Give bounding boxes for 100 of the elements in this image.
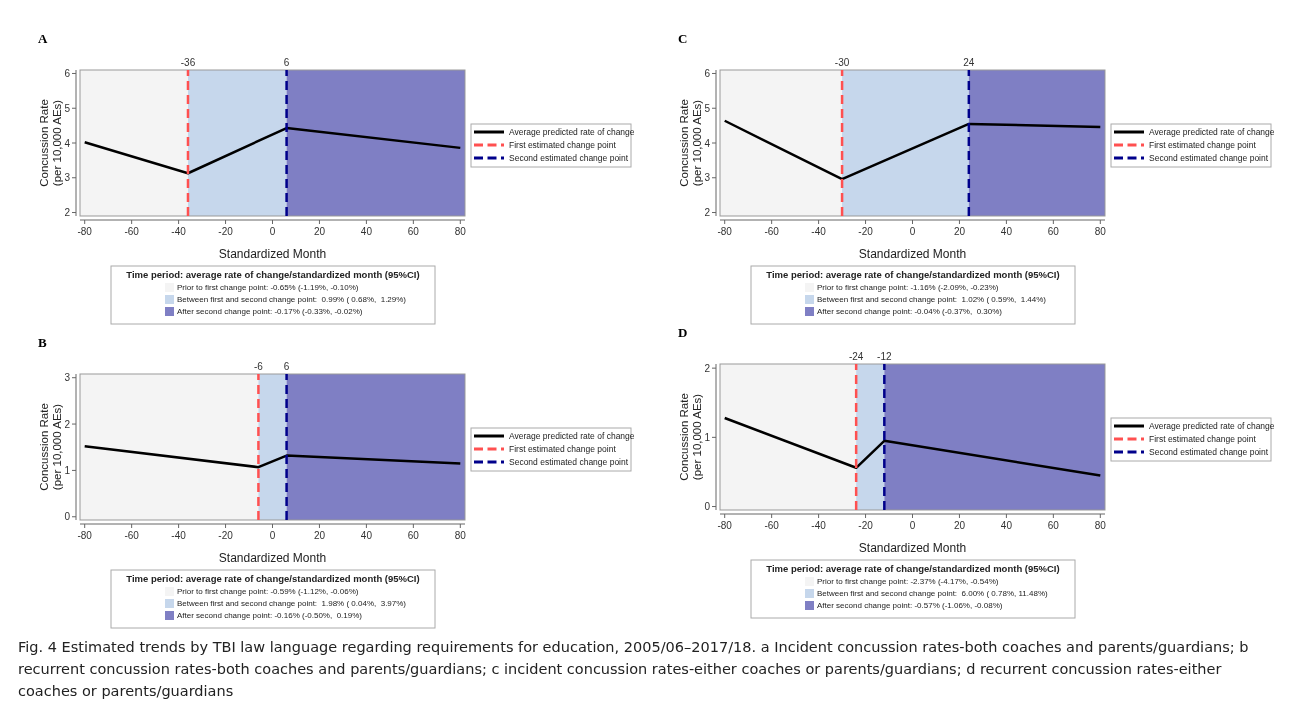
legend-label: Average predicted rate of change xyxy=(1149,420,1275,431)
legend-label: Average predicted rate of change xyxy=(509,430,635,441)
line-series xyxy=(83,445,462,469)
chart-title: B xyxy=(38,335,47,350)
legend-label: Second estimated change point xyxy=(1149,152,1269,163)
y-axis-title: Concussion Rate (per 10,000 AEs) xyxy=(677,393,703,481)
chart-title: A xyxy=(38,31,48,46)
y-tick-label: 1 xyxy=(64,464,71,476)
x-tick-label: -40 xyxy=(171,530,187,541)
x-tick-label: -60 xyxy=(124,530,140,541)
legend-label: Second estimated change point xyxy=(509,152,629,163)
x-tick-label: 20 xyxy=(953,226,966,237)
y-tick-label: 5 xyxy=(64,102,71,114)
legend-label: Second estimated change point xyxy=(1149,446,1269,457)
x-tick-label: -80 xyxy=(77,530,93,541)
y-tick-label: 3 xyxy=(64,172,71,184)
x-axis-title: Standardized Month xyxy=(858,541,967,555)
legend-label: Prior to first change point: -2.37% (-4.17%, -0.54%) xyxy=(817,577,999,587)
y-tick-label: 5 xyxy=(704,102,711,114)
legend-label: After second change point: -0.17% (-0.33%, -0.02%) xyxy=(177,307,363,317)
legend-label: Average predicted rate of change xyxy=(1149,126,1275,137)
legend-label: First estimated change point xyxy=(509,443,617,454)
y-tick-label: 6 xyxy=(64,67,71,79)
x-tick-label: 40 xyxy=(1000,226,1013,237)
line-series xyxy=(723,416,1102,477)
y-tick-label: 2 xyxy=(64,207,71,219)
x-tick-label: 40 xyxy=(1000,520,1013,531)
y-tick-label: 0 xyxy=(64,511,71,523)
legend-title: Time period: average rate of change/standardized month (95%CI) xyxy=(126,269,420,280)
y-tick-label: 1 xyxy=(704,431,711,443)
y-tick-label: 4 xyxy=(64,137,71,149)
line-series xyxy=(723,119,1102,181)
chart-title: D xyxy=(678,325,688,340)
legend-label: After second change point: -0.57% (-1.06%, -0.08%) xyxy=(817,601,1003,611)
x-tick-label: -20 xyxy=(218,530,234,541)
x2-tick-label: -12 xyxy=(877,351,892,362)
x-tick-label: 40 xyxy=(360,530,373,541)
x-tick-label: 20 xyxy=(953,520,966,531)
legend-label: First estimated change point xyxy=(1149,139,1257,150)
x-tick-label: -60 xyxy=(764,520,780,531)
x2-tick-label: 6 xyxy=(283,57,290,68)
legend-title: Time period: average rate of change/standardized month (95%CI) xyxy=(766,269,1060,280)
x2-tick-label: -30 xyxy=(834,57,850,68)
x-tick-label: -80 xyxy=(717,226,733,237)
x-tick-label: 80 xyxy=(1094,520,1107,531)
legend-label: First estimated change point xyxy=(509,139,617,150)
y-tick-label: 2 xyxy=(64,418,71,430)
legend-label: First estimated change point xyxy=(1149,433,1257,444)
legend-title: Time period: average rate of change/standardized month (95%CI) xyxy=(126,573,420,584)
x-tick-label: 0 xyxy=(269,530,276,541)
x-tick-label: -80 xyxy=(77,226,93,237)
line-series xyxy=(83,126,462,175)
x-tick-label: -40 xyxy=(811,520,827,531)
x-tick-label: 0 xyxy=(909,520,916,531)
legend-label: After second change point: -0.04% (-0.37%, 0.30%) xyxy=(817,307,1003,317)
legend-label: Prior to first change point: -0.59% (-1.12%, -0.06%) xyxy=(177,587,359,597)
legend-label: After second change point: -0.16% (-0.50%, 0.19%) xyxy=(177,611,363,621)
x2-tick-label: 6 xyxy=(283,361,290,372)
x-tick-label: 80 xyxy=(454,226,467,237)
chart-title: C xyxy=(678,31,688,46)
x-tick-label: 20 xyxy=(313,226,326,237)
x-tick-label: 40 xyxy=(360,226,373,237)
legend-label: Prior to first change point: -0.65% (-1.19%, -0.10%) xyxy=(177,283,359,293)
y-tick-label: 6 xyxy=(704,67,711,79)
y-tick-label: 3 xyxy=(704,172,711,184)
legend-label: Between first and second change point: 6.00% ( 0.78%, 11.48%) xyxy=(817,589,1048,599)
x2-tick-label: -24 xyxy=(848,351,864,362)
y-tick-label: 3 xyxy=(64,372,71,384)
x-tick-label: -60 xyxy=(124,226,140,237)
x-tick-label: 0 xyxy=(909,226,916,237)
legend-label: Between first and second change point: 1.02% ( 0.59%, 1.44%) xyxy=(817,295,1047,305)
x-tick-label: -80 xyxy=(717,520,733,531)
y-tick-label: 4 xyxy=(704,137,711,149)
y-tick-label: 2 xyxy=(704,362,711,374)
x-tick-label: -60 xyxy=(764,226,780,237)
legend-label: Average predicted rate of change xyxy=(509,126,635,137)
x-tick-label: -20 xyxy=(858,226,874,237)
y-tick-label: 0 xyxy=(704,501,711,513)
x-tick-label: 20 xyxy=(313,530,326,541)
x2-tick-label: 24 xyxy=(963,57,975,68)
x-tick-label: 80 xyxy=(1094,226,1107,237)
x-tick-label: -40 xyxy=(811,226,827,237)
x-tick-label: 0 xyxy=(269,226,276,237)
x-tick-label: 80 xyxy=(454,530,467,541)
y-axis-title: Concussion Rate (per 10,000 AEs) xyxy=(37,403,63,491)
legend-title: Time period: average rate of change/standardized month (95%CI) xyxy=(766,563,1060,574)
x-tick-label: 60 xyxy=(407,226,420,237)
legend-label: Between first and second change point: 0.99% ( 0.68%, 1.29%) xyxy=(177,295,407,305)
x2-tick-label: -6 xyxy=(253,361,264,372)
x-tick-label: -40 xyxy=(171,226,187,237)
x-tick-label: -20 xyxy=(858,520,874,531)
x2-tick-label: -36 xyxy=(180,57,196,68)
legend-label: Second estimated change point xyxy=(509,456,629,467)
x-tick-label: -20 xyxy=(218,226,234,237)
y-axis-title: Concussion Rate (per 10,000 AEs) xyxy=(677,99,703,187)
y-axis-title: Concussion Rate (per 10,000 AEs) xyxy=(37,99,63,187)
legend-label: Prior to first change point: -1.16% (-2.09%, -0.23%) xyxy=(817,283,999,293)
legend-label: Between first and second change point: 1.98% ( 0.04%, 3.97%) xyxy=(177,599,407,609)
y-tick-label: 2 xyxy=(704,207,711,219)
x-axis-title: Standardized Month xyxy=(218,551,327,565)
